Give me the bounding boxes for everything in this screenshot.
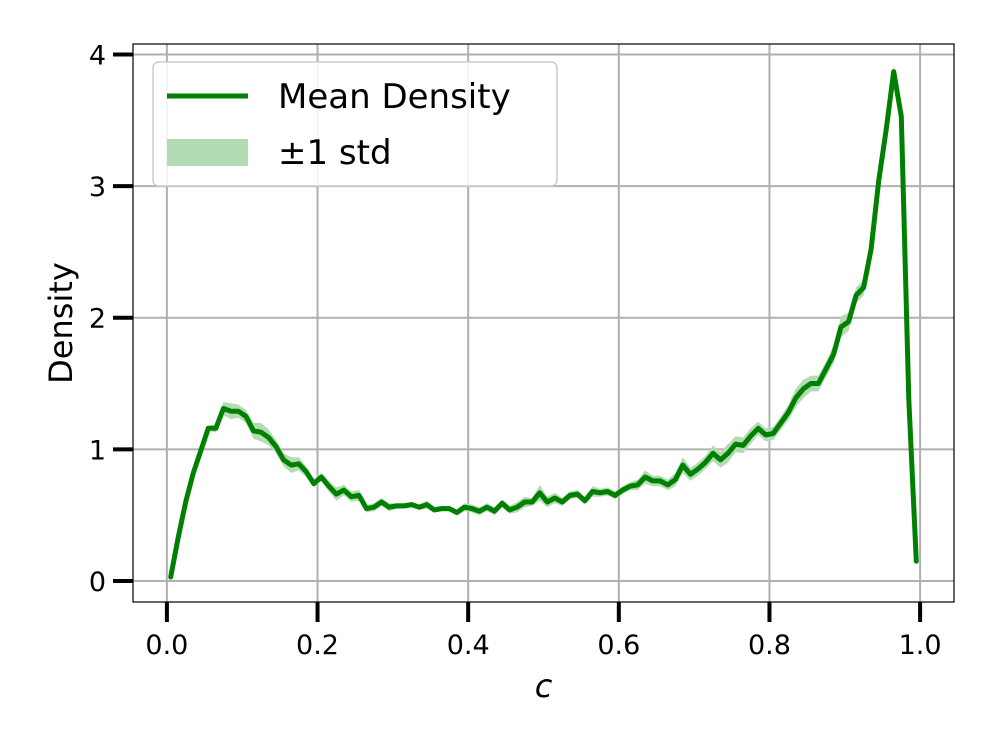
x-axis-ticks: 0.0 0.2 0.4 0.6 0.8 1.0 [145, 602, 942, 661]
y-tick-label: 1 [89, 435, 106, 466]
x-tick-label: 1.0 [899, 630, 942, 661]
legend: Mean Density ±1 std [152, 61, 558, 187]
x-tick-label: 0.4 [447, 630, 490, 661]
y-tick-label: 0 [89, 567, 106, 598]
y-tick-label: 2 [89, 304, 106, 335]
x-axis-label: c [535, 667, 553, 705]
x-tick-label: 0.0 [145, 630, 188, 661]
mean-density-line [168, 69, 919, 580]
x-tick-label: 0.2 [296, 630, 339, 661]
y-axis-ticks: 0 1 2 3 4 [89, 41, 133, 598]
plot-frame [132, 43, 955, 603]
legend-label-std: ±1 std [278, 133, 392, 173]
legend-band-swatch [167, 139, 248, 166]
legend-label-mean: Mean Density [278, 77, 511, 117]
y-tick-label: 4 [89, 41, 106, 72]
y-tick-label: 3 [89, 172, 106, 203]
legend-box [152, 61, 558, 187]
y-axis-label: Density [42, 262, 80, 384]
x-tick-label: 0.8 [748, 630, 791, 661]
x-tick-label: 0.6 [597, 630, 640, 661]
